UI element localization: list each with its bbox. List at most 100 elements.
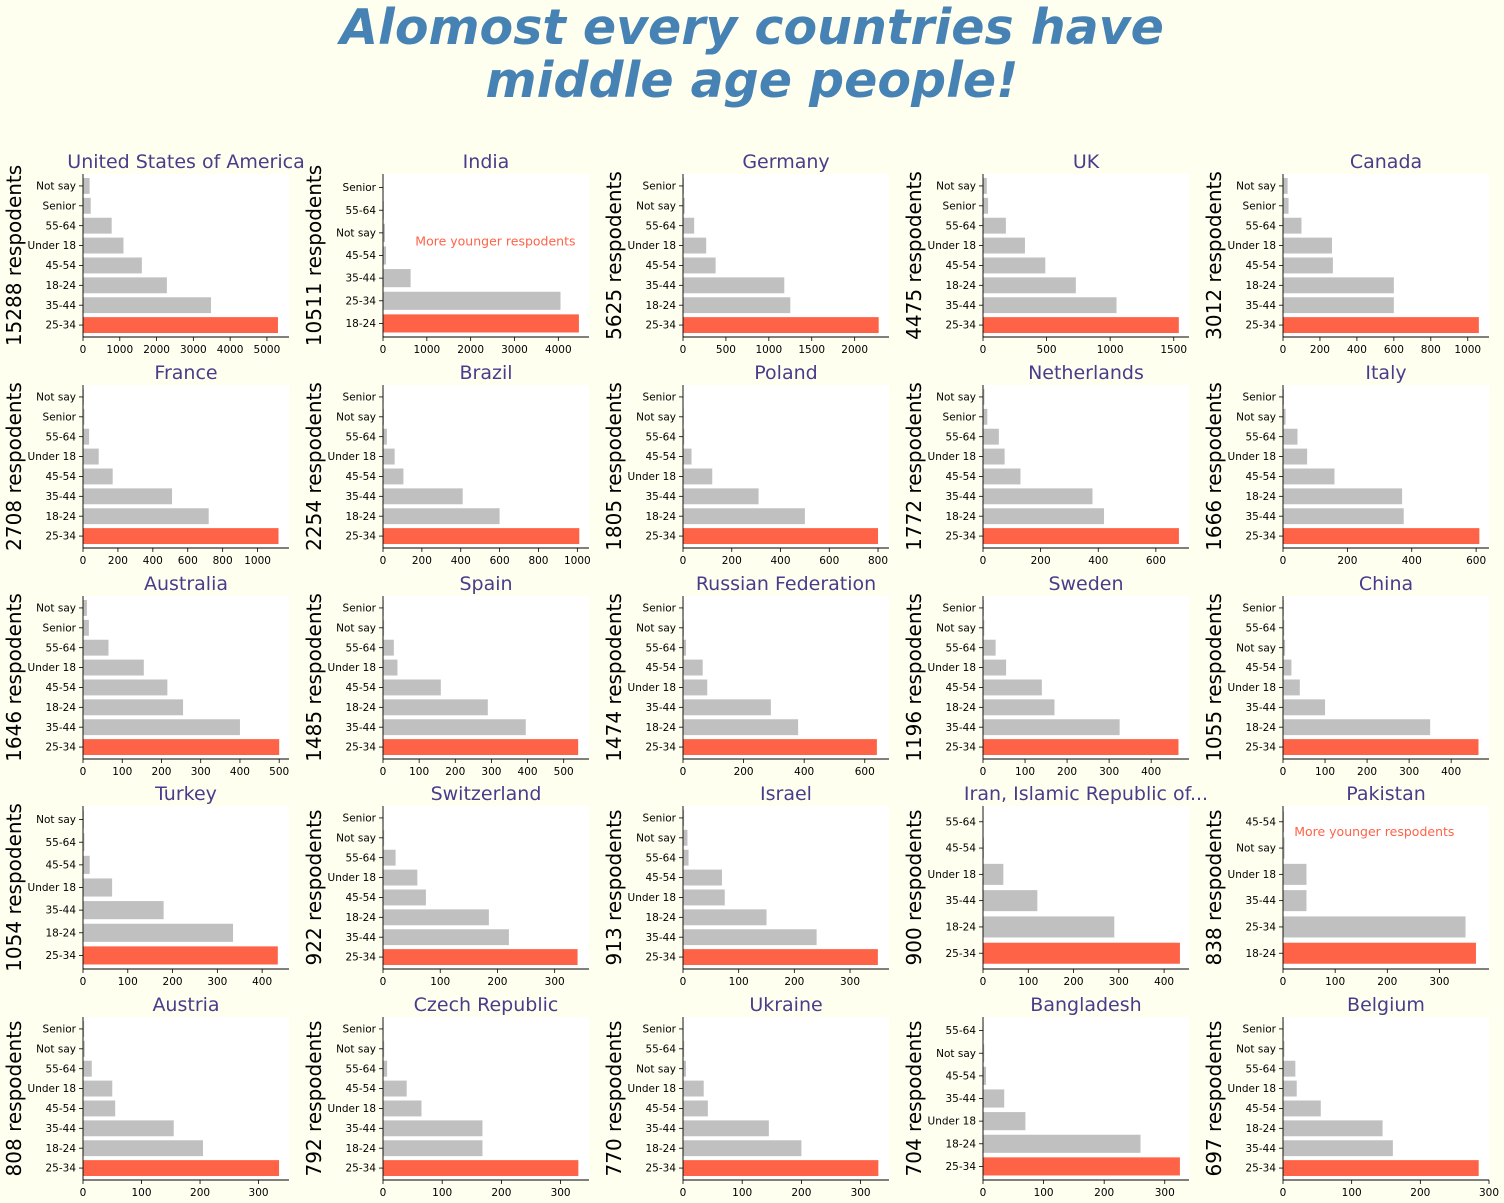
y-tick-label: 25-34 bbox=[945, 742, 976, 754]
subplot: 25-34 18-24 35-44 Under 18 45-54 55-64 Not say… bbox=[602, 573, 889, 778]
y-tick-label: 45-54 bbox=[45, 471, 76, 483]
x-tick-label: 600 bbox=[855, 766, 875, 778]
x-tick-label: 300 bbox=[191, 766, 211, 778]
plot-area bbox=[1283, 806, 1489, 969]
x-tick-label: 100 bbox=[732, 1187, 752, 1199]
bar bbox=[1283, 508, 1404, 525]
bar bbox=[683, 1060, 686, 1077]
x-tick-label: 1000 bbox=[1454, 344, 1481, 356]
bar bbox=[83, 468, 113, 485]
y-tick-label: 18-24 bbox=[345, 1143, 376, 1155]
bar bbox=[683, 317, 879, 334]
bar bbox=[683, 1140, 802, 1157]
subplot-title: United States of America bbox=[67, 151, 304, 173]
y-tick-label: 55-64 bbox=[45, 220, 76, 232]
y-tick-label: Senior bbox=[343, 1024, 377, 1036]
y-tick-label: 55-64 bbox=[45, 642, 76, 654]
bar bbox=[683, 809, 685, 826]
y-tick-label: 25-34 bbox=[945, 1161, 976, 1173]
y-tick-label: 45-54 bbox=[645, 1103, 676, 1115]
bar bbox=[683, 639, 687, 656]
bar bbox=[683, 488, 759, 505]
x-tick-label: 0 bbox=[980, 555, 987, 567]
bar bbox=[1283, 428, 1298, 445]
y-axis-label: 1646 respodents bbox=[2, 593, 26, 762]
x-tick-label: 100 bbox=[112, 766, 132, 778]
y-tick-label: 45-54 bbox=[345, 471, 376, 483]
subplot: 25-34 35-44 18-24 Under 18 45-54 55-64 Not say… bbox=[602, 783, 889, 988]
bar bbox=[1283, 528, 1480, 545]
y-tick-label: Under 18 bbox=[628, 682, 676, 694]
y-tick-label: Senior bbox=[43, 411, 77, 423]
bar bbox=[983, 257, 1046, 274]
bar bbox=[383, 488, 463, 505]
x-tick-label: 200 bbox=[412, 555, 432, 567]
y-tick-label: 55-64 bbox=[1245, 431, 1276, 443]
bar bbox=[983, 1066, 987, 1085]
plot-area bbox=[83, 806, 289, 969]
bar bbox=[983, 863, 1004, 885]
y-tick-label: Under 18 bbox=[328, 872, 376, 884]
bar bbox=[683, 869, 722, 886]
x-tick-label: 800 bbox=[1421, 344, 1441, 356]
y-tick-label: 55-64 bbox=[645, 431, 676, 443]
y-axis-label: 4475 respodents bbox=[902, 171, 926, 340]
bar bbox=[1283, 488, 1403, 505]
y-tick-label: Under 18 bbox=[28, 451, 76, 463]
y-tick-label: Under 18 bbox=[28, 662, 76, 674]
y-tick-label: 55-64 bbox=[345, 1063, 376, 1075]
y-tick-label: Under 18 bbox=[1228, 869, 1276, 881]
y-tick-label: 45-54 bbox=[45, 260, 76, 272]
y-axis-label: 2254 respodents bbox=[302, 382, 326, 551]
y-tick-label: 18-24 bbox=[645, 1143, 676, 1155]
x-tick-label: 100 bbox=[432, 1187, 452, 1199]
bar bbox=[983, 388, 985, 405]
bar bbox=[383, 639, 394, 656]
y-tick-label: Under 18 bbox=[328, 1103, 376, 1115]
x-tick-label: 400 bbox=[252, 976, 272, 988]
bar bbox=[1283, 863, 1307, 885]
subplot-title: Brazil bbox=[459, 362, 512, 384]
y-tick-label: Senior bbox=[343, 182, 377, 194]
y-tick-label: Senior bbox=[43, 622, 77, 634]
bar bbox=[983, 408, 988, 425]
x-tick-label: 200 bbox=[1377, 976, 1397, 988]
bar bbox=[83, 679, 168, 696]
y-tick-label: 55-64 bbox=[645, 852, 676, 864]
y-tick-label: 55-64 bbox=[1245, 622, 1276, 634]
y-tick-label: Senior bbox=[943, 200, 977, 212]
x-tick-label: 200 bbox=[1064, 976, 1084, 988]
bar bbox=[983, 177, 987, 194]
y-tick-label: 35-44 bbox=[345, 722, 376, 734]
y-tick-label: Senior bbox=[1243, 200, 1277, 212]
x-tick-label: 300 bbox=[1155, 1187, 1175, 1199]
y-tick-label: Not say bbox=[936, 392, 976, 404]
bar bbox=[1283, 1060, 1296, 1077]
subplot-title: Switzerland bbox=[431, 783, 542, 805]
x-tick-label: 200 bbox=[1057, 766, 1077, 778]
bar bbox=[383, 849, 396, 866]
y-tick-label: 55-64 bbox=[1245, 1063, 1276, 1075]
y-tick-label: 45-54 bbox=[1245, 471, 1276, 483]
subplot: 25-34 35-44 18-24 45-54 Under 18 55-64 Not say… bbox=[302, 783, 589, 988]
y-tick-label: Senior bbox=[1243, 603, 1277, 615]
bar bbox=[83, 528, 279, 545]
y-tick-label: 25-34 bbox=[345, 531, 376, 543]
subplot: 25-34 35-44 18-24 45-54 Under 18 55-64 Senior N… bbox=[902, 151, 1189, 356]
y-axis-label: 1055 respodents bbox=[1202, 593, 1226, 762]
bar bbox=[83, 923, 234, 942]
x-tick-label: 100 bbox=[1315, 766, 1335, 778]
y-tick-label: Not say bbox=[36, 1043, 76, 1055]
y-tick-label: 35-44 bbox=[45, 1123, 76, 1135]
bar bbox=[1283, 1080, 1297, 1097]
y-axis-label: 1666 respodents bbox=[1202, 382, 1226, 551]
x-tick-label: 300 bbox=[1429, 976, 1449, 988]
y-tick-label: 25-34 bbox=[345, 295, 376, 307]
y-tick-label: 18-24 bbox=[945, 702, 976, 714]
x-tick-label: 100 bbox=[1342, 1187, 1362, 1199]
bar bbox=[683, 909, 767, 926]
bar bbox=[983, 619, 985, 636]
y-tick-label: Under 18 bbox=[1228, 451, 1276, 463]
bar bbox=[1283, 890, 1307, 912]
x-tick-label: 100 bbox=[118, 976, 138, 988]
